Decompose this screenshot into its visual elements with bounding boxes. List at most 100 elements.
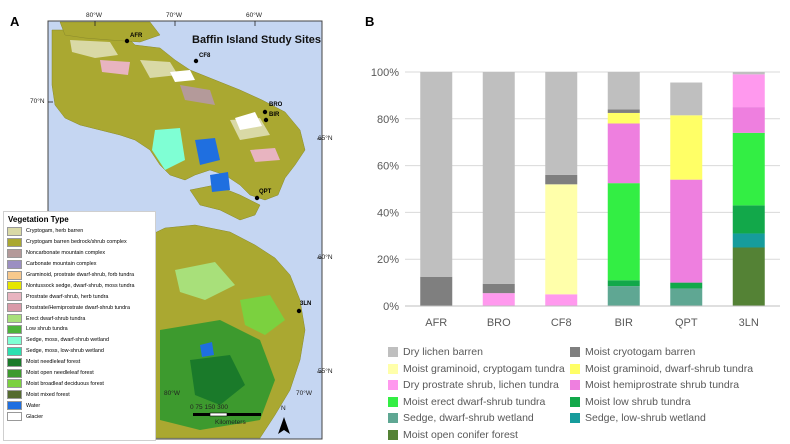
legend-swatch: [7, 335, 22, 345]
bar-segment: [607, 72, 640, 110]
coord-bottom-1: 80°W: [164, 390, 180, 397]
chart-legend-swatch: [570, 363, 580, 374]
lake-3: [200, 342, 214, 357]
chart-legend-item: Moist erect dwarf-shrub tundra: [388, 396, 545, 408]
site-marker-3ln: [296, 308, 302, 314]
site-label-cf8: CF8: [199, 53, 211, 59]
bar-segment: [670, 179, 703, 283]
site-label-bro: BRO: [269, 102, 283, 108]
legend-label: Carbonate mountain complex: [26, 261, 97, 268]
legend-item: Water: [7, 400, 152, 411]
legend-swatch: [7, 379, 22, 389]
scale-numbers: 0 75 150 300: [190, 404, 228, 411]
chart-legend-label: Sedge, dwarf-shrub wetland: [403, 412, 534, 425]
chart-legend-swatch: [388, 380, 398, 391]
legend-swatch: [7, 412, 22, 422]
legend-item: Glacier: [7, 411, 152, 422]
chart-legend-item: Moist open conifer forest: [388, 429, 518, 441]
chart-legend-swatch: [570, 380, 580, 391]
bar-segment: [732, 72, 765, 75]
chart-legend-label: Moist graminoid, dwarf-shrub tundra: [585, 362, 754, 375]
bar-segment: [670, 288, 703, 306]
legend-swatch: [7, 368, 22, 378]
legend-swatch: [7, 324, 22, 334]
lake-2: [210, 172, 230, 192]
y-tick-label: 80%: [377, 114, 399, 126]
site-marker-afr: [124, 38, 130, 44]
barren-patch-2: [140, 60, 178, 78]
panel-b-letter: B: [365, 14, 375, 29]
chart-legend-item: Moist graminoid, dwarf-shrub tundra: [570, 363, 753, 375]
chart-legend-label: Moist graminoid, cryptogam tundra: [403, 362, 565, 375]
wetland-patch: [152, 128, 185, 170]
site-label-qpt: QPT: [259, 189, 272, 195]
legend-item: Moist needleleaf forest: [7, 357, 152, 368]
scale-bar: [193, 412, 261, 417]
glacier-2: [235, 112, 262, 130]
bar-segment: [545, 72, 578, 175]
site-label-bir: BIR: [269, 112, 280, 118]
legend-swatch: [7, 390, 22, 400]
x-tick-label: BIR: [615, 317, 633, 329]
legend-swatch: [7, 346, 22, 356]
coord-right-3: 55°N: [318, 368, 333, 375]
coord-top-1: 80°W: [86, 12, 102, 19]
coord-bottom-2: 70°W: [296, 390, 312, 397]
legend-swatch: [7, 401, 22, 411]
legend-label: Nontussock sedge, dwarf-shrub, moss tund…: [26, 282, 135, 289]
chart-legend-swatch: [570, 413, 580, 424]
bar-segment: [607, 109, 640, 113]
forest-patch-3: [240, 295, 285, 335]
vegetation-legend: Vegetation Type Cryptogam, herb barren Cr…: [3, 211, 156, 441]
legend-title: Vegetation Type: [8, 215, 69, 224]
legend-label: Sedge, moss, low-shrub wetland: [26, 348, 104, 355]
map-title: Baffin Island Study Sites: [192, 34, 321, 46]
legend-item: Cryptogam, herb barren: [7, 226, 152, 237]
legend-item: Moist broadleaf deciduous forest: [7, 378, 152, 389]
mountain-patch-3: [250, 148, 280, 162]
bar-segment: [482, 293, 515, 306]
bar-segment: [732, 74, 765, 108]
legend-label: Moist broadleaf deciduous forest: [26, 380, 104, 387]
mountain-patch-1: [180, 85, 215, 105]
legend-item: Carbonate mountain complex: [7, 259, 152, 270]
bar-segment: [482, 283, 515, 294]
bar-segment: [607, 123, 640, 184]
legend-swatch: [7, 259, 22, 269]
legend-label: Moist needleleaf forest: [26, 359, 81, 366]
coord-top-2: 70°W: [166, 12, 182, 19]
bar-segment: [732, 233, 765, 248]
bar-segment: [420, 276, 453, 306]
coord-top-3: 60°W: [246, 12, 262, 19]
legend-item: Erect dwarf-shrub tundra: [7, 313, 152, 324]
x-tick-label: BRO: [487, 317, 511, 329]
chart-legend-item: Moist low shrub tundra: [570, 396, 691, 408]
legend-swatch: [7, 248, 22, 258]
bar-segment: [545, 184, 578, 295]
site-marker-bro: [262, 109, 268, 115]
mountain-patch-2: [100, 60, 130, 75]
legend-label: Glacier: [26, 413, 44, 420]
chart-legend-label: Dry prostrate shrub, lichen tundra: [403, 379, 559, 392]
legend-item: Nontussock sedge, dwarf-shrub, moss tund…: [7, 280, 152, 291]
legend-item: Moist mixed forest: [7, 389, 152, 400]
legend-swatch: [7, 270, 22, 280]
chart-legend-label: Moist erect dwarf-shrub tundra: [403, 395, 546, 408]
legend-label: Low shrub tundra: [26, 326, 68, 333]
coord-right-2: 60°N: [318, 254, 333, 261]
x-tick-label: QPT: [675, 317, 698, 329]
legend-item: Graminoid, prostrate dwarf-shrub, forb t…: [7, 270, 152, 281]
bar-segment: [545, 294, 578, 306]
x-tick-label: CF8: [551, 317, 572, 329]
legend-label: Water: [26, 402, 41, 409]
glacier-1: [170, 70, 195, 82]
legend-swatch: [7, 226, 22, 236]
y-tick-label: 60%: [377, 161, 399, 173]
chart-legend-swatch: [388, 413, 398, 424]
chart-legend-label: Moist low shrub tundra: [585, 395, 691, 408]
legend-swatch: [7, 314, 22, 324]
y-tick-label: 20%: [377, 254, 399, 266]
site-label-3ln: 3LN: [300, 301, 312, 307]
bar-segment: [607, 286, 640, 306]
bar-segment: [670, 82, 703, 116]
